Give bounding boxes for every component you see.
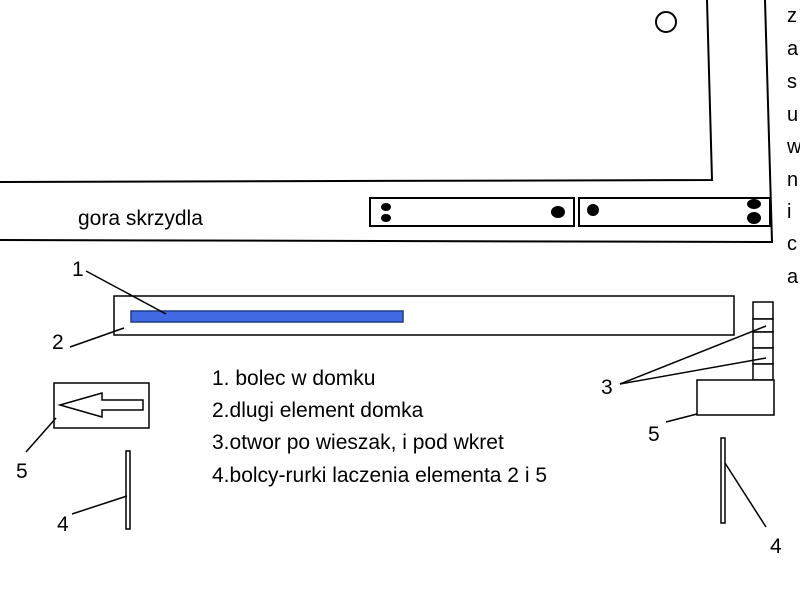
side-letter: i (787, 201, 791, 223)
callout-number-5-left: 5 (16, 460, 28, 483)
leader-line-5-left (25, 417, 57, 453)
callout-number-1: 1 (72, 258, 84, 281)
callout-number-2: 2 (52, 331, 64, 354)
hinge-plate-left (369, 197, 575, 227)
side-letter: s (787, 71, 797, 93)
bolt-bar (130, 310, 404, 323)
callout-number-5-right: 5 (648, 423, 660, 446)
leader-line-4-right (724, 462, 767, 528)
hole-strip (752, 301, 774, 381)
rod-left (125, 450, 131, 530)
callout-number-3: 3 (601, 376, 613, 399)
rod-right (720, 437, 726, 524)
leader-line-5-right (665, 413, 698, 423)
side-letter: a (787, 38, 799, 60)
hinge-plate-right (578, 197, 771, 227)
legend: 1. bolec w domku 2.dlugi element domka 3… (212, 367, 547, 487)
side-text: z a s u w n i c a (786, 5, 800, 288)
leader-line-3b (619, 357, 767, 385)
wing-outline (0, 0, 774, 244)
side-letter: u (787, 104, 798, 126)
side-letter: a (787, 266, 799, 288)
side-letter: w (786, 136, 800, 158)
leader-line-4-left (71, 495, 128, 515)
wing-outer-edge (0, 0, 774, 244)
leader-line-2 (69, 327, 125, 348)
arrow-left-icon (57, 392, 144, 418)
side-letter: z (787, 5, 797, 27)
leader-line-3a (619, 325, 767, 385)
legend-item-1: 1. bolec w domku (212, 367, 375, 390)
hole-circle (655, 11, 677, 33)
callout-number-4-right: 4 (770, 535, 782, 558)
legend-item-3: 3.otwor po wieszak, i pod wkret (212, 431, 504, 454)
end-block-right (696, 379, 775, 416)
side-letter: n (787, 169, 798, 191)
legend-item-4: 4.bolcy-rurki laczenia elementa 2 i 5 (212, 464, 547, 487)
leader-line-1 (85, 270, 167, 315)
callout-number-4-left: 4 (57, 513, 69, 536)
side-letter: c (787, 233, 797, 255)
wing-inner-frame (0, 0, 714, 183)
legend-item-2: 2.dlugi element domka (212, 399, 424, 422)
wing-caption: gora skrzydla (78, 207, 203, 230)
